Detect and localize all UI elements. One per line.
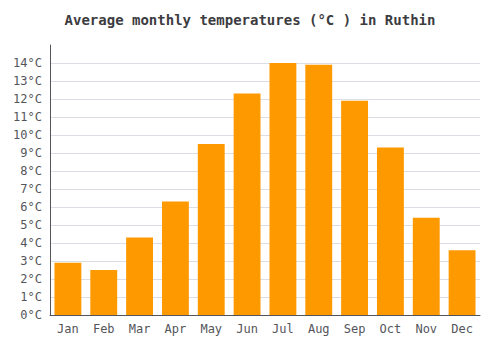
svg-text:Aug: Aug (308, 322, 330, 336)
svg-text:Nov: Nov (415, 322, 437, 336)
svg-text:6°C: 6°C (20, 200, 42, 214)
svg-text:8°C: 8°C (20, 164, 42, 178)
svg-text:May: May (200, 322, 222, 336)
svg-text:12°C: 12°C (13, 92, 42, 106)
svg-text:Jul: Jul (272, 322, 294, 336)
svg-text:9°C: 9°C (20, 146, 42, 160)
svg-text:3°C: 3°C (20, 254, 42, 268)
svg-text:5°C: 5°C (20, 218, 42, 232)
svg-text:0°C: 0°C (20, 308, 42, 322)
svg-text:4°C: 4°C (20, 236, 42, 250)
svg-text:7°C: 7°C (20, 182, 42, 196)
svg-text:10°C: 10°C (13, 128, 42, 142)
svg-text:Mar: Mar (129, 322, 151, 336)
svg-text:13°C: 13°C (13, 74, 42, 88)
svg-text:Dec: Dec (451, 322, 473, 336)
svg-text:Jun: Jun (236, 322, 258, 336)
svg-text:Feb: Feb (93, 322, 115, 336)
svg-text:14°C: 14°C (13, 56, 42, 70)
svg-text:Oct: Oct (380, 322, 402, 336)
svg-text:11°C: 11°C (13, 110, 42, 124)
svg-text:Apr: Apr (165, 322, 187, 336)
svg-text:Jan: Jan (57, 322, 79, 336)
svg-text:Sep: Sep (344, 322, 366, 336)
svg-text:1°C: 1°C (20, 290, 42, 304)
svg-text:Average monthly temperatures (: Average monthly temperatures (°C ) in Ru… (65, 12, 436, 28)
svg-text:2°C: 2°C (20, 272, 42, 286)
